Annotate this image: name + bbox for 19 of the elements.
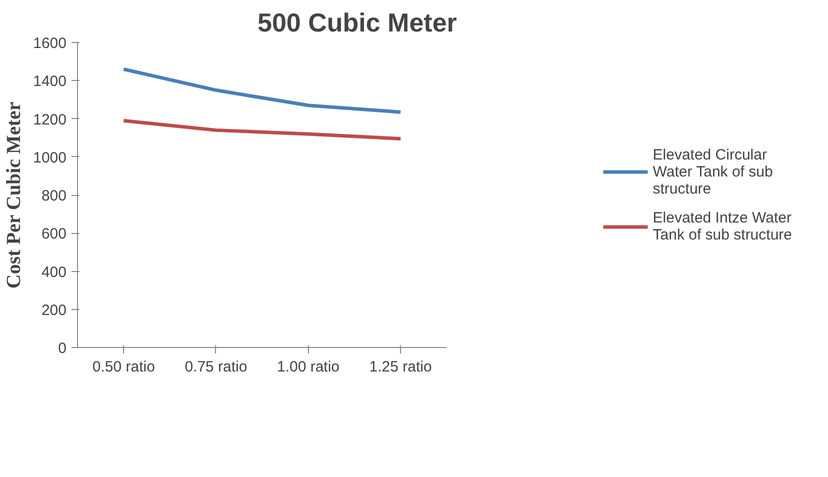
y-tick-label: 400 [41,264,67,281]
y-tick-label: 1600 [33,35,67,52]
y-tick-label: 1000 [33,149,67,166]
y-axis-title: Cost Per Cubic Meter [3,102,26,289]
y-tick-label: 200 [41,302,67,319]
x-tick-label: 1.25 ratio [369,358,432,376]
y-tick-label: 800 [41,188,67,204]
y-tick-label: 600 [41,226,67,243]
x-tick-label: 0.50 ratio [92,358,155,376]
x-tick-label: 0.75 ratio [184,358,248,376]
legend-label: Elevated Circular Water Tank of sub structure [652,146,773,197]
x-tick-label: 1.00 ratio [277,358,340,376]
y-tick-label: 0 [58,340,66,357]
y-tick-label: 1400 [33,73,67,90]
y-tick-label: 1200 [33,111,67,128]
chart-title: 500 Cubic Meter [258,8,457,38]
legend-label: Elevated Intze Water Tank of sub structure [652,209,792,243]
line-series [122,67,402,114]
line-series [122,118,402,141]
